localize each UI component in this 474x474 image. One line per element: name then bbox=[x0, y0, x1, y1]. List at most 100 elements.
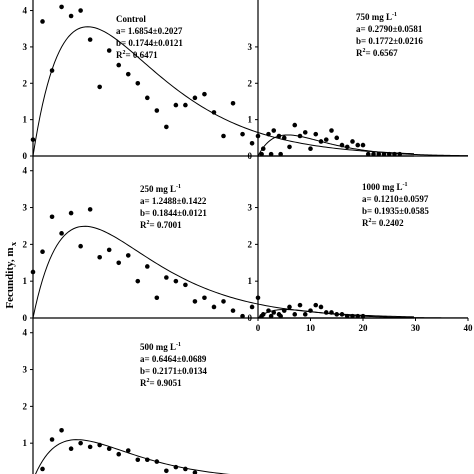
data-point bbox=[281, 135, 287, 141]
data-point bbox=[154, 459, 160, 464]
data-point bbox=[334, 135, 340, 141]
data-point bbox=[302, 130, 308, 135]
y-tick-label: 4 bbox=[23, 328, 28, 338]
data-point bbox=[40, 19, 45, 24]
y-tick-label: 1 bbox=[248, 115, 253, 125]
y-tick-label: 2 bbox=[23, 239, 28, 249]
data-point bbox=[145, 457, 150, 463]
y-tick-label: 2 bbox=[23, 401, 28, 411]
data-point bbox=[329, 310, 334, 315]
data-point bbox=[78, 8, 83, 13]
data-point bbox=[302, 312, 308, 317]
data-point bbox=[260, 146, 266, 152]
data-point bbox=[365, 151, 371, 157]
data-point bbox=[183, 466, 188, 472]
data-point bbox=[183, 282, 188, 288]
data-point bbox=[125, 448, 131, 453]
data-point bbox=[259, 151, 264, 157]
fit-annotation: 1000 mg L-1​ a= 0.1210±0.0597 b= 0.1935±0.… bbox=[362, 182, 429, 228]
data-point bbox=[202, 295, 207, 301]
data-point bbox=[192, 299, 198, 304]
data-point bbox=[271, 310, 277, 315]
panel-left-middle: 0 1 2 3 4 250 mg L-1​ a= 1.2488±0.1422 b= 0.184… bbox=[23, 156, 415, 323]
data-point bbox=[334, 312, 340, 317]
fit-annotation: 500 mg L-1​ a= 0.6464±0.0689 b= 0.2171±0.0… bbox=[140, 342, 207, 388]
fit-annotation: Control a= 1.6854±0.2027 b= 0.1744±0.0121 R… bbox=[116, 14, 183, 60]
data-point bbox=[97, 442, 102, 448]
panel-left-top: 0 1 2 3 4 Control a= 1.6854±0.2027 b= 0.1744±0.… bbox=[23, 0, 415, 161]
data-point bbox=[40, 466, 45, 472]
y-tick-label: 3 bbox=[23, 203, 28, 213]
fit-parameter: b= 0.1844±0.0121 bbox=[140, 208, 207, 218]
y-tick-label: 3 bbox=[248, 42, 253, 52]
x-tick-label: 0 bbox=[256, 323, 261, 333]
data-point bbox=[221, 299, 226, 304]
data-point bbox=[255, 133, 261, 139]
fit-parameter: a= 1.6854±0.2027 bbox=[116, 26, 183, 36]
data-point bbox=[276, 312, 282, 317]
data-point bbox=[287, 304, 292, 310]
data-point bbox=[78, 243, 83, 249]
data-point bbox=[68, 446, 74, 452]
data-point bbox=[116, 62, 122, 68]
data-point bbox=[344, 144, 350, 150]
data-point bbox=[371, 151, 376, 157]
data-point bbox=[344, 313, 350, 319]
data-point bbox=[59, 427, 64, 433]
data-point bbox=[339, 312, 345, 317]
y-tick-label: 0 bbox=[248, 313, 253, 323]
y-axis-label: Fecundity, m x bbox=[4, 242, 18, 309]
data-point bbox=[230, 100, 236, 106]
fit-parameter: b= 0.1772±0.0216 bbox=[356, 36, 423, 46]
data-point bbox=[297, 302, 303, 308]
data-point bbox=[355, 313, 361, 319]
data-point bbox=[255, 295, 261, 301]
fit-parameter: R2​= 0.9051 bbox=[140, 378, 182, 388]
y-tick-label: 4 bbox=[23, 166, 28, 176]
data-point bbox=[339, 142, 345, 148]
fitted-curve bbox=[32, 225, 415, 319]
x-tick-label: 10 bbox=[306, 323, 316, 333]
y-tick-label: 1 bbox=[23, 276, 28, 286]
data-point bbox=[350, 313, 355, 319]
data-point bbox=[173, 464, 179, 470]
y-tick-label: 1 bbox=[248, 276, 253, 286]
data-point bbox=[164, 468, 169, 474]
data-point bbox=[329, 128, 334, 133]
data-point bbox=[297, 133, 303, 139]
data-point bbox=[40, 249, 45, 255]
data-point bbox=[154, 108, 160, 113]
data-point bbox=[135, 457, 141, 463]
data-point bbox=[145, 264, 150, 269]
data-point bbox=[78, 440, 83, 446]
data-point bbox=[145, 95, 150, 101]
y-tick-label: 0 bbox=[248, 151, 253, 161]
fit-parameter: R2​= 0.6567 bbox=[356, 48, 398, 58]
y-tick-label: 3 bbox=[23, 365, 28, 375]
panels: 0 1 2 3 4 Control a= 1.6854±0.2027 b= 0.1744±0.… bbox=[23, 0, 473, 474]
y-tick-label: 2 bbox=[23, 78, 28, 88]
data-point bbox=[230, 308, 236, 313]
y-tick-label: 2 bbox=[248, 239, 253, 249]
data-point bbox=[240, 131, 245, 137]
data-point bbox=[97, 254, 102, 260]
data-point bbox=[318, 304, 324, 310]
data-point bbox=[30, 137, 36, 142]
treatment-label: 750 mg L-1​ bbox=[356, 12, 397, 22]
data-point bbox=[59, 4, 64, 10]
data-point bbox=[392, 151, 397, 157]
data-point bbox=[192, 470, 198, 474]
data-point bbox=[211, 110, 217, 115]
data-point bbox=[135, 278, 141, 284]
data-point bbox=[360, 313, 366, 319]
data-point bbox=[106, 247, 112, 253]
fit-parameter: b= 0.2171±0.0134 bbox=[140, 366, 207, 376]
data-point bbox=[87, 207, 93, 212]
y-axis-label-subscript: x bbox=[9, 242, 18, 246]
data-point bbox=[308, 146, 313, 152]
x-tick-label: 20 bbox=[359, 323, 369, 333]
y-tick-label: 1 bbox=[23, 115, 28, 125]
y-tick-label: 4 bbox=[23, 6, 28, 16]
data-point bbox=[249, 304, 255, 310]
